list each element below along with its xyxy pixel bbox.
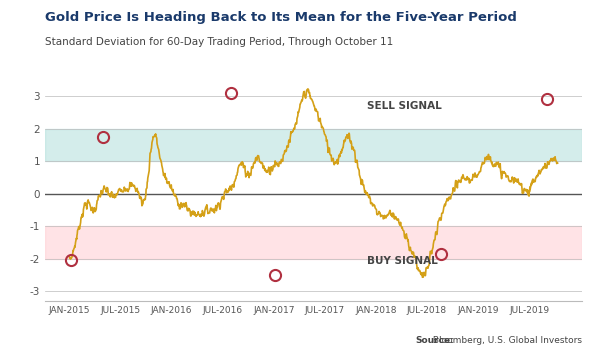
Text: Standard Deviation for 60-Day Trading Period, Through October 11: Standard Deviation for 60-Day Trading Pe… (45, 37, 393, 47)
Bar (45, 226, 582, 259)
Text: Gold Price Is Heading Back to Its Mean for the Five-Year Period: Gold Price Is Heading Back to Its Mean f… (45, 10, 517, 23)
Text: SELL SIGNAL: SELL SIGNAL (367, 101, 442, 111)
Text: BUY SIGNAL: BUY SIGNAL (367, 256, 438, 266)
Bar (45, 128, 582, 161)
Text: Bloomberg, U.S. Global Investors: Bloomberg, U.S. Global Investors (430, 336, 582, 345)
Text: Source:: Source: (416, 336, 455, 345)
